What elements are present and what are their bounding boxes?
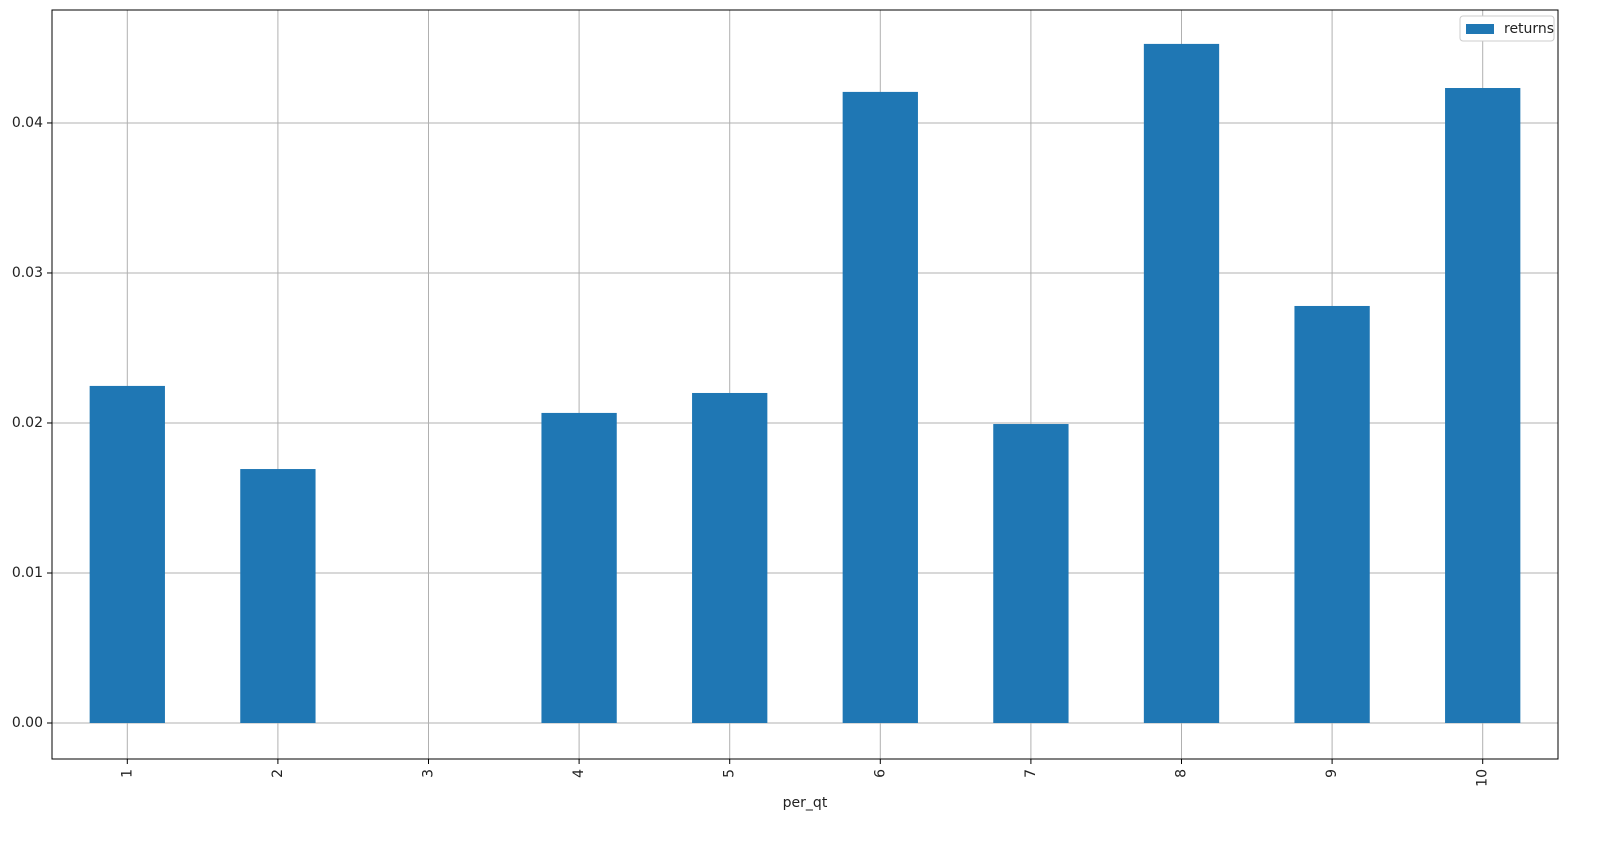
x-axis-label: per_qt	[783, 795, 828, 811]
bar	[240, 469, 316, 723]
bar	[1294, 305, 1370, 723]
legend-label: returns	[1504, 21, 1554, 37]
bar	[541, 412, 617, 723]
x-tick-label: 10	[1475, 769, 1491, 787]
bar	[692, 392, 768, 723]
bar	[993, 424, 1069, 723]
x-tick-label: 4	[571, 769, 587, 778]
x-tick-label: 9	[1324, 769, 1340, 778]
y-tick-label: 0.01	[12, 565, 43, 581]
legend: returns	[1459, 15, 1555, 42]
x-tick-label: 2	[270, 769, 286, 778]
bar	[1143, 43, 1220, 723]
legend-swatch	[1466, 24, 1494, 34]
x-tick-label: 7	[1023, 769, 1039, 778]
legend-box	[1459, 15, 1555, 42]
bar	[89, 385, 165, 723]
x-tick-label: 5	[722, 769, 738, 778]
x-tick-label: 8	[1174, 769, 1190, 778]
y-tick-label: 0.03	[12, 265, 43, 281]
bar	[1445, 88, 1521, 723]
x-tick-label: 1	[119, 769, 135, 778]
y-tick-label: 0.04	[12, 115, 43, 131]
y-tick-label: 0.00	[12, 715, 43, 731]
bar	[842, 91, 918, 723]
x-tick-label: 3	[421, 769, 437, 778]
y-tick-label: 0.02	[12, 415, 43, 431]
x-tick-label: 6	[872, 769, 888, 778]
bars	[89, 43, 1521, 723]
axes-frame	[51, 9, 1559, 760]
